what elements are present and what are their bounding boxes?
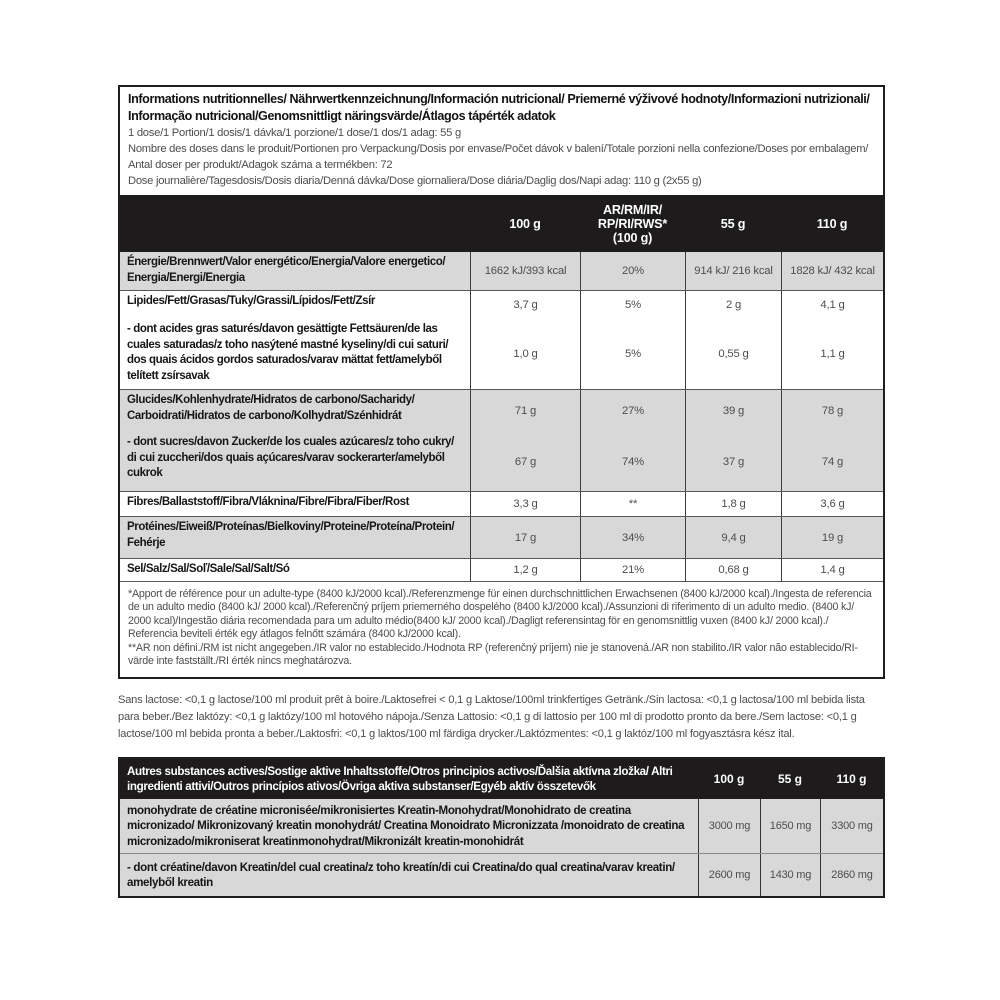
value-ri-percent: 5% xyxy=(580,319,685,389)
value-55g: 914 kJ/ 216 kcal xyxy=(685,252,781,290)
value-110g: 4,1 g xyxy=(781,291,883,319)
value-55g: 1,8 g xyxy=(685,492,781,516)
row-label: Protéines/​Eiweiß/​Proteínas/​Bielkoviny… xyxy=(127,521,455,549)
serving-size-line: 1 dose/​1 Portion/​1 dosis/​1 dávka/​1 p… xyxy=(128,127,461,139)
row-label: - dont créatine/​davon Kreatin/​del cual… xyxy=(127,860,675,890)
row-label: - dont sucres/​davon Zucker/​de los cual… xyxy=(127,436,454,479)
footnote-ar-not-defined: **AR non défini./​RM ist nicht angegeben… xyxy=(128,641,858,668)
row-label: Énergie/​Brennwert/​Valor energético/​En… xyxy=(127,256,446,284)
table-row-creatine-monohydrate: monohydrate de créatine micronisée/​mikr… xyxy=(120,799,883,854)
value-55g: 1430 mg xyxy=(760,854,820,897)
value-55g: 37 g xyxy=(685,432,781,491)
value-ri-percent: ** xyxy=(580,492,685,516)
value-100g: 3,3 g xyxy=(470,492,580,516)
value-110g: 2860 mg xyxy=(820,854,883,897)
row-label: Lipides/​Fett/​Grasas/​Tuky/​Grassi/​Líp… xyxy=(127,295,375,307)
column-header-55g: 55 g xyxy=(720,216,746,231)
value-110g: 74 g xyxy=(781,432,883,491)
value-ri-percent: 34% xyxy=(580,517,685,558)
column-header-reference-intake: AR/RM/IR/ RP/RI/RWS* (100 g) xyxy=(597,202,668,245)
value-100g: 3,7 g xyxy=(470,291,580,319)
value-ri-percent: 27% xyxy=(580,390,685,432)
table-row-creatine: - dont créatine/​davon Kreatin/​del cual… xyxy=(120,853,883,897)
row-label: Fibres/​Ballaststoff/​Fibra/​Vláknina/​F… xyxy=(127,496,410,508)
active-substances-header: Autres substances actives/​Sostige aktiv… xyxy=(120,759,883,800)
row-label: - dont acides gras saturés/​davon gesätt… xyxy=(127,323,449,382)
value-55g: 39 g xyxy=(685,390,781,432)
value-ri-percent: 21% xyxy=(580,559,685,581)
row-label: Sel/​Salz/​Sal/​Soľ/​Sale/​Sal/​Salt/​Só xyxy=(127,563,290,575)
table-row-protein: Protéines/​Eiweiß/​Proteínas/​Bielkoviny… xyxy=(120,516,883,558)
footnote-section: *Apport de référence pour un adulte-type… xyxy=(120,580,883,678)
table-row-energy: Énergie/​Brennwert/​Valor energético/​En… xyxy=(120,252,883,290)
lactose-free-note: Sans lactose: <0,1 g lactose/​100 ml pro… xyxy=(118,694,865,741)
table-row-saturates: - dont acides gras saturés/​davon gesätt… xyxy=(120,319,883,389)
label-title: Informations nutritionnelles/​ Nährwertk… xyxy=(128,92,870,123)
header-empty-cell xyxy=(120,195,470,252)
column-header-100g: 100 g xyxy=(713,772,745,787)
value-100g: 71 g xyxy=(470,390,580,432)
servings-per-pack-line: Nombre des doses dans le produit/​Portio… xyxy=(128,143,869,171)
daily-dose-line: Dose journalière/​Tagesdosis/​Dosis diar… xyxy=(128,175,702,187)
column-header-100g: 100 g xyxy=(509,216,541,231)
value-100g: 1,2 g xyxy=(470,559,580,581)
value-110g: 1,1 g xyxy=(781,319,883,389)
value-100g: 67 g xyxy=(470,432,580,491)
value-ri-percent: 5% xyxy=(580,291,685,319)
value-55g: 0,68 g xyxy=(685,559,781,581)
value-100g: 2600 mg xyxy=(698,854,760,897)
value-110g: 78 g xyxy=(781,390,883,432)
table-row-carbohydrate: Glucides/​Kohlenhydrate/​Hidratos de car… xyxy=(120,389,883,432)
value-ri-percent: 74% xyxy=(580,432,685,491)
value-110g: 1,4 g xyxy=(781,559,883,581)
value-100g: 1662 kJ/393 kcal xyxy=(470,252,580,290)
nutrition-facts-box: Informations nutritionnelles/​ Nährwertk… xyxy=(118,85,885,680)
value-55g: 0,55 g xyxy=(685,319,781,389)
value-100g: 3000 mg xyxy=(698,799,760,854)
value-110g: 19 g xyxy=(781,517,883,558)
nutrition-label-sheet: Informations nutritionnelles/​ Nährwertk… xyxy=(118,85,885,899)
table-row-fat: Lipides/​Fett/​Grasas/​Tuky/​Grassi/​Líp… xyxy=(120,290,883,319)
row-label: monohydrate de créatine micronisée/​mikr… xyxy=(127,803,685,848)
table-row-fibre: Fibres/​Ballaststoff/​Fibra/​Vláknina/​F… xyxy=(120,491,883,516)
value-110g: 3300 mg xyxy=(820,799,883,854)
value-ri-percent: 20% xyxy=(580,252,685,290)
column-header-55g: 55 g xyxy=(777,772,802,787)
row-label: Glucides/​Kohlenhydrate/​Hidratos de car… xyxy=(127,394,415,422)
value-110g: 3,6 g xyxy=(781,492,883,516)
table-row-sugars: - dont sucres/​davon Zucker/​de los cual… xyxy=(120,432,883,491)
column-header-110g: 110 g xyxy=(816,216,848,231)
table-row-salt: Sel/​Salz/​Sal/​Soľ/​Sale/​Sal/​Salt/​Só… xyxy=(120,558,883,581)
label-intro-section: Informations nutritionnelles/​ Nährwertk… xyxy=(120,87,883,195)
nutrition-table-header: 100 g AR/RM/IR/ RP/RI/RWS* (100 g) 55 g … xyxy=(120,195,883,252)
value-100g: 17 g xyxy=(470,517,580,558)
value-55g: 2 g xyxy=(685,291,781,319)
column-header-110g: 110 g xyxy=(836,772,867,787)
value-55g: 1650 mg xyxy=(760,799,820,854)
footnote-reference-intake: *Apport de référence pour un adulte-type… xyxy=(128,587,872,641)
value-110g: 1828 kJ/ 432 kcal xyxy=(781,252,883,290)
active-substances-box: Autres substances actives/​Sostige aktiv… xyxy=(118,757,885,899)
value-55g: 9,4 g xyxy=(685,517,781,558)
active-substances-title: Autres substances actives/​Sostige aktiv… xyxy=(127,765,673,794)
value-100g: 1,0 g xyxy=(470,319,580,389)
